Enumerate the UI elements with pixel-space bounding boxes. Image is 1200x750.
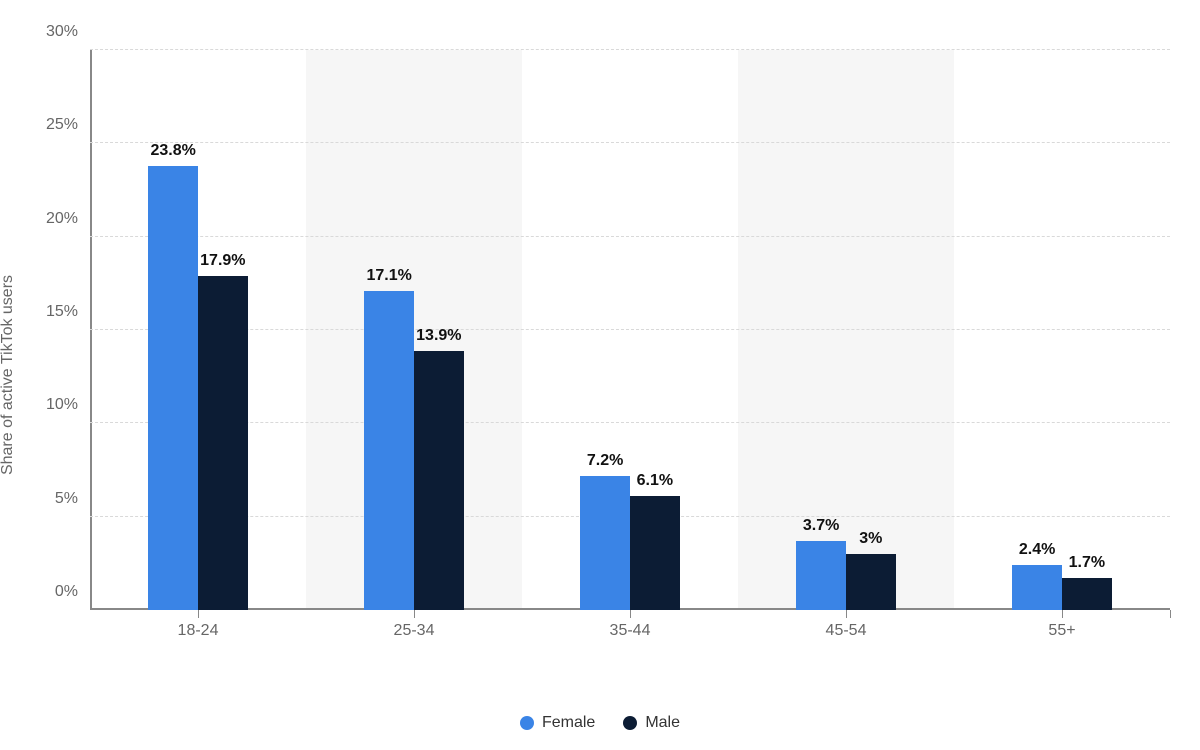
gridline	[90, 422, 1170, 423]
y-tick-label: 30%	[46, 23, 90, 41]
y-tick-label: 15%	[46, 303, 90, 321]
y-tick-label: 10%	[46, 396, 90, 414]
y-tick-label: 20%	[46, 210, 90, 228]
x-tick-label: 25-34	[394, 610, 435, 640]
chart-container: Share of active TikTok users 0%5%10%15%2…	[0, 0, 1200, 750]
bar-label: 6.1%	[637, 472, 673, 496]
legend-label-female: Female	[542, 714, 595, 732]
legend-swatch-female	[520, 716, 534, 730]
y-axis-title: Share of active TikTok users	[0, 275, 17, 475]
x-tick-label: 35-44	[610, 610, 651, 640]
bar-male: 17.9%	[198, 276, 248, 610]
bar-female: 3.7%	[796, 541, 846, 610]
legend: Female Male	[0, 714, 1200, 732]
bar-male: 1.7%	[1062, 578, 1112, 610]
gridline	[90, 329, 1170, 330]
gridline	[90, 49, 1170, 50]
y-tick-label: 5%	[55, 490, 90, 508]
bar-female: 23.8%	[148, 166, 198, 610]
bar-label: 3.7%	[803, 517, 839, 541]
bar-label: 3%	[859, 530, 882, 554]
bar-label: 17.1%	[366, 267, 411, 291]
bar-female: 7.2%	[580, 476, 630, 610]
plot-area: 0%5%10%15%20%25%30%18-2423.8%17.9%25-341…	[90, 50, 1170, 610]
x-tick-mark	[1170, 610, 1171, 618]
y-tick-label: 25%	[46, 116, 90, 134]
x-tick-label: 18-24	[178, 610, 219, 640]
bar-male: 6.1%	[630, 496, 680, 610]
legend-item-female: Female	[520, 714, 595, 732]
bar-label: 17.9%	[200, 252, 245, 276]
bar-male: 13.9%	[414, 351, 464, 610]
gridline	[90, 236, 1170, 237]
x-tick-label: 55+	[1048, 610, 1075, 640]
bar-label: 7.2%	[587, 452, 623, 476]
bar-label: 2.4%	[1019, 541, 1055, 565]
x-tick-label: 45-54	[826, 610, 867, 640]
legend-item-male: Male	[623, 714, 680, 732]
bar-label: 23.8%	[150, 142, 195, 166]
legend-swatch-male	[623, 716, 637, 730]
bar-male: 3%	[846, 554, 896, 610]
y-tick-label: 0%	[55, 583, 90, 601]
gridline	[90, 142, 1170, 143]
alt-band	[738, 50, 954, 610]
y-axis-line	[90, 50, 92, 610]
bar-female: 2.4%	[1012, 565, 1062, 610]
bar-female: 17.1%	[364, 291, 414, 610]
bar-label: 1.7%	[1069, 554, 1105, 578]
bar-label: 13.9%	[416, 327, 461, 351]
legend-label-male: Male	[645, 714, 680, 732]
